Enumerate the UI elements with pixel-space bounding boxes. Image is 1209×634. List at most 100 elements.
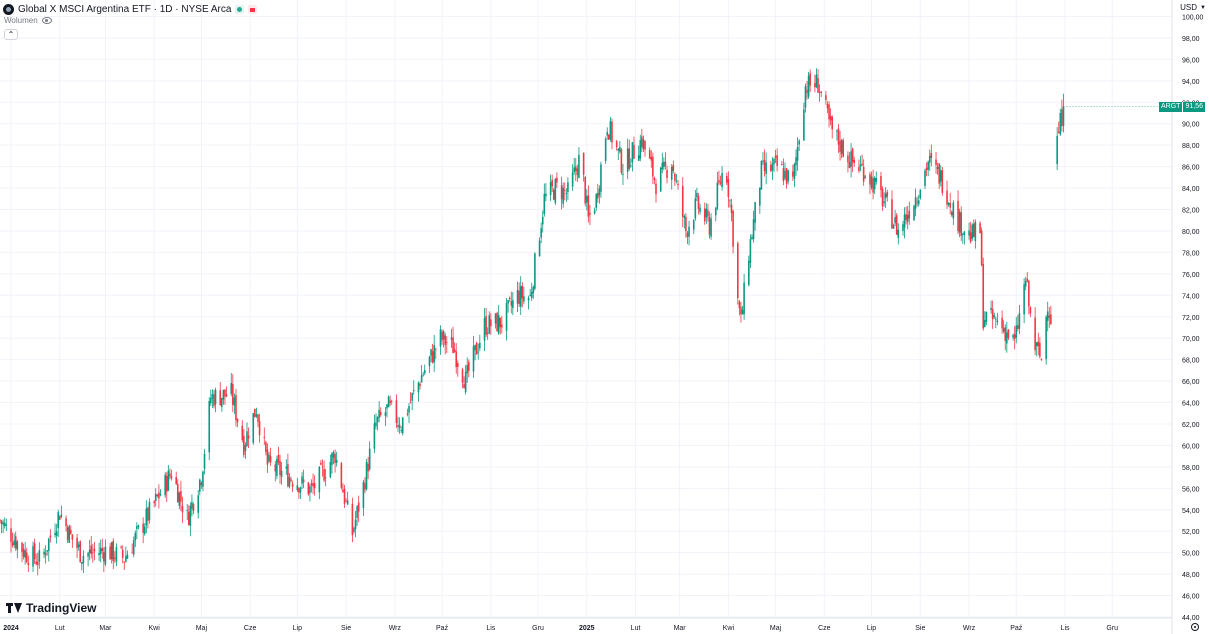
candle-body <box>266 449 269 465</box>
candle-body <box>817 78 819 93</box>
candle-body <box>466 365 469 374</box>
candle-body <box>587 195 590 217</box>
candle-body <box>512 300 514 308</box>
candle-body <box>996 320 999 322</box>
candle-body <box>69 529 72 534</box>
candle-body <box>1007 329 1010 338</box>
candle-body <box>740 307 742 315</box>
candle-body <box>230 382 233 394</box>
symbol-title[interactable]: Global X MSCI Argentina ETF · 1D · NYSE … <box>18 3 232 15</box>
candle-body <box>57 512 60 529</box>
candle-body <box>351 503 354 536</box>
candle-body <box>573 167 576 173</box>
candle-body <box>732 210 734 247</box>
candle-body <box>545 193 547 197</box>
candle-body <box>1034 317 1036 351</box>
candle-body <box>243 435 245 455</box>
candle-body <box>759 187 761 206</box>
candle-body <box>718 180 720 183</box>
candle-body <box>463 383 465 389</box>
candle-body <box>840 139 843 154</box>
candle-body <box>908 210 911 219</box>
candle-body <box>1026 278 1029 282</box>
candle-body <box>411 393 413 401</box>
candle-body <box>386 404 388 409</box>
candle-body <box>505 303 508 331</box>
candle-body <box>159 493 162 496</box>
candle-body <box>692 220 695 230</box>
candle-body <box>630 165 632 167</box>
candle-body <box>486 333 489 334</box>
candle-body <box>578 154 580 178</box>
candle-body <box>842 140 845 157</box>
candle-body <box>615 141 618 147</box>
candle-body <box>54 533 56 536</box>
settings-icon[interactable] <box>1191 623 1199 631</box>
y-tick-label: 48,00 <box>1182 572 1200 579</box>
market-status-icon[interactable] <box>235 4 245 14</box>
candle-body <box>431 351 434 363</box>
candle-body <box>748 260 750 286</box>
candle-body <box>653 177 656 180</box>
candle-body <box>883 201 885 204</box>
candle-body <box>919 189 922 199</box>
candle-body <box>395 400 398 423</box>
candle-body <box>1062 106 1065 126</box>
candle-body <box>198 479 201 492</box>
tradingview-logo[interactable]: TradingView <box>6 601 96 615</box>
y-tick-label: 78,00 <box>1182 250 1200 257</box>
x-tick-label: Kwi <box>723 625 735 632</box>
candle-body <box>795 157 797 166</box>
candle-body <box>501 324 503 328</box>
candle-body <box>793 163 796 179</box>
candle-body <box>541 216 544 225</box>
candle-body <box>1004 327 1007 341</box>
x-tick-label: Gru <box>1106 625 1118 632</box>
candle-body <box>335 459 338 463</box>
candle-body <box>87 552 89 557</box>
candle-body <box>894 217 896 224</box>
eye-icon[interactable] <box>41 17 52 24</box>
candle-body <box>154 493 157 501</box>
candle-body <box>99 547 102 555</box>
x-tick-label: Lut <box>631 625 641 632</box>
volume-indicator[interactable]: Wolumen <box>4 16 52 25</box>
candle-body <box>836 130 838 132</box>
candle-body <box>737 243 739 299</box>
candle-body <box>974 222 977 242</box>
candle-body <box>752 219 755 240</box>
y-tick-label: 44,00 <box>1182 615 1200 622</box>
candle-body <box>408 405 410 413</box>
candle-body <box>302 479 305 483</box>
candle-body <box>187 511 190 525</box>
candle-body <box>285 466 288 469</box>
currency-selector[interactable]: USD ▼ <box>1180 3 1206 12</box>
candle-body <box>279 461 281 475</box>
collapse-legend-button[interactable]: ⌃ <box>4 29 18 40</box>
candle-body <box>125 556 127 562</box>
candle-body <box>208 401 211 453</box>
candle-body <box>1024 281 1027 287</box>
candle-body <box>219 390 222 406</box>
x-tick-label: 2025 <box>579 625 595 632</box>
candle-body <box>729 200 731 202</box>
candle-body <box>477 351 480 353</box>
candle-body <box>774 155 777 158</box>
y-tick-label: 88,00 <box>1182 143 1200 150</box>
candle-body <box>88 549 91 554</box>
data-status-icon[interactable] <box>248 4 258 14</box>
candle-body <box>320 462 322 465</box>
candle-body <box>257 414 259 422</box>
candle-body <box>25 552 28 563</box>
candle-body <box>782 167 785 182</box>
candle-body <box>354 519 357 530</box>
candle-body <box>971 224 974 239</box>
candle-body <box>905 214 907 221</box>
candle-body <box>781 163 783 166</box>
candle-body <box>60 514 63 517</box>
candle-body <box>456 363 459 367</box>
chart-legend[interactable]: Global X MSCI Argentina ETF · 1D · NYSE … <box>3 2 258 16</box>
candle-body <box>368 448 371 470</box>
candle-body <box>1039 342 1041 357</box>
